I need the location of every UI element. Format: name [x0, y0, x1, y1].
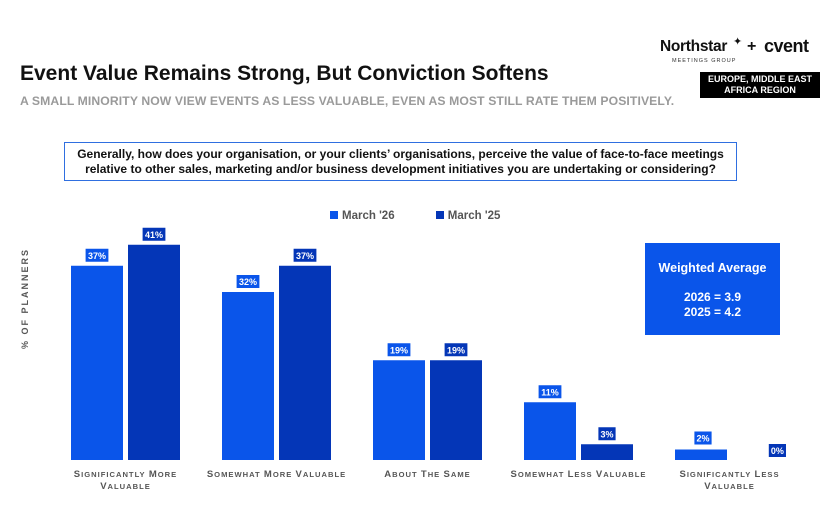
weighted-average-box: Weighted Average 2026 = 3.9 2025 = 4.2 — [645, 243, 780, 335]
brand-logo: Northstar ✦ MEETINGS GROUP + cvent — [660, 36, 830, 70]
data-label-box-1-3 — [598, 427, 616, 441]
data-label-box-0-0 — [85, 248, 109, 262]
legend-item-2025: March '25 — [435, 210, 501, 222]
bar-2025-cat-3 — [581, 444, 633, 460]
category-label-4-line-1: VALUABLE — [704, 481, 755, 492]
data-label-box-1-4 — [768, 444, 786, 457]
weighted-average-2026: 2026 = 3.9 — [683, 290, 742, 304]
plus-sign: + — [747, 38, 757, 55]
category-label-1-line-0: SOMEWHAT MORE VALUABLE — [207, 469, 346, 480]
data-label-box-0-1 — [236, 275, 260, 288]
data-label-box-0-4 — [694, 431, 712, 445]
data-label-2026-cat-4: 2% — [696, 434, 709, 444]
data-label-2026-cat-2: 19% — [390, 345, 408, 355]
data-label-2026-cat-0: 37% — [88, 251, 106, 261]
page-title: Event Value Remains Strong, But Convicti… — [20, 62, 549, 85]
bar-2025-cat-0 — [128, 244, 180, 460]
category-label-0-line-0: SIGNIFICANTLY MORE — [74, 469, 177, 480]
data-label-box-0-3 — [538, 385, 562, 399]
category-label-3-line-0: SOMEWHAT LESS VALUABLE — [511, 469, 647, 480]
bar-2026-cat-0 — [71, 265, 123, 460]
region-line-2: AFRICA REGION — [724, 85, 796, 95]
question-line-2: relative to other sales, marketing and/o… — [85, 162, 716, 176]
star-icon: ✦ — [733, 36, 743, 48]
bar-2026-cat-3 — [524, 402, 576, 460]
data-label-2025-cat-1: 37% — [296, 251, 314, 261]
data-label-2025-cat-3: 3% — [600, 429, 613, 439]
bar-2025-cat-1 — [279, 265, 331, 460]
chart-legend: March '26 March '25 — [330, 210, 538, 224]
bar-2026-cat-1 — [222, 292, 274, 460]
northstar-wordmark: Northstar — [660, 38, 728, 55]
weighted-average-heading: Weighted Average — [658, 261, 767, 275]
category-label-0-line-1: VALUABLE — [100, 481, 151, 492]
bar-2025-cat-2 — [430, 360, 482, 460]
meetings-group-wordmark: MEETINGS GROUP — [672, 58, 737, 64]
data-label-2026-cat-3: 11% — [541, 387, 559, 397]
question-line-1: Generally, how does your organisation, o… — [77, 147, 724, 161]
region-line-1: EUROPE, MIDDLE EAST — [707, 74, 812, 84]
legend-label-2026: March '26 — [342, 210, 395, 222]
weighted-average-2025: 2025 = 4.2 — [683, 305, 742, 319]
data-label-2025-cat-0: 41% — [145, 230, 163, 240]
page-subtitle: A SMALL MINORITY NOW VIEW EVENTS AS LESS… — [20, 94, 675, 108]
category-label-4-line-0: SIGNIFICANTLY LESS — [679, 469, 779, 480]
bar-2026-cat-2 — [373, 360, 425, 460]
legend-swatch-2026 — [330, 211, 338, 219]
data-label-box-1-2 — [444, 343, 468, 357]
data-label-2025-cat-4: 0% — [771, 446, 784, 456]
category-label-2-line-0: ABOUT THE SAME — [384, 469, 470, 480]
data-label-box-1-1 — [293, 248, 317, 262]
legend-item-2026: March '26 — [330, 210, 395, 222]
legend-label-2025: March '25 — [447, 210, 501, 222]
region-badge: EUROPE, MIDDLE EAST AFRICA REGION — [700, 72, 820, 98]
survey-question: Generally, how does your organisation, o… — [64, 142, 737, 181]
data-label-box-0-2 — [387, 343, 411, 357]
bar-2026-cat-4 — [675, 449, 727, 460]
data-label-2025-cat-2: 19% — [447, 345, 465, 355]
cvent-wordmark: cvent — [764, 36, 809, 56]
data-label-box-1-0 — [142, 227, 166, 241]
data-label-2026-cat-1: 32% — [239, 277, 257, 287]
legend-swatch-2025 — [435, 211, 444, 219]
